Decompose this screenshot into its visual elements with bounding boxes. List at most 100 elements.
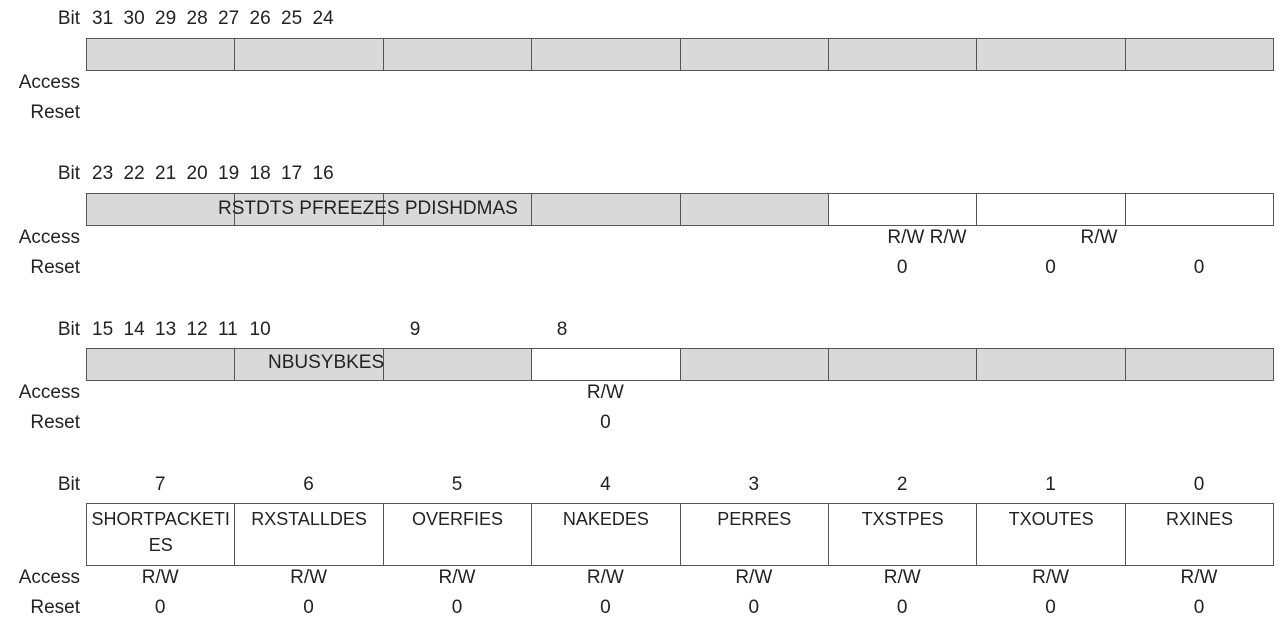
reset-value: 0 [1193, 597, 1205, 618]
bit-number: 13 [155, 319, 177, 340]
field-name: PERRES [717, 509, 792, 529]
access-value: R/W [141, 567, 179, 588]
bit-cell [1124, 503, 1275, 566]
access-value: R/W [1180, 567, 1218, 588]
field-name: NBUSYBKES [268, 352, 385, 373]
field-name: OVERFIES [411, 509, 503, 529]
bit-number: 24 [312, 8, 334, 29]
access-value: R/W [883, 567, 921, 588]
bit-cell [234, 193, 384, 226]
reset-value: 0 [1045, 257, 1056, 278]
bit-number: 11 [218, 319, 238, 340]
access-label: Access [18, 382, 80, 403]
access-value: R/W [735, 567, 773, 588]
bit-cell [234, 38, 384, 71]
bit-cell [679, 38, 829, 71]
bit-cell [531, 193, 681, 226]
access-value: R/W [1080, 227, 1118, 248]
access-value: R/W [438, 567, 476, 588]
bit-cell [531, 348, 681, 381]
access-label: Access [18, 72, 80, 93]
bit-number: 30 [123, 8, 145, 29]
bit-number: 19 [218, 163, 240, 184]
bit-number: 3 [748, 474, 760, 495]
bit-number: 31 [92, 8, 114, 29]
bit-cell [86, 38, 236, 71]
bit-cell [976, 38, 1126, 71]
bit-number: 9 [409, 319, 421, 340]
reset-label: Reset [30, 597, 80, 618]
reset-label: Reset [30, 257, 80, 278]
reset-value: 0 [896, 597, 908, 618]
bit-cell [382, 503, 533, 566]
bit-cell [679, 348, 829, 381]
bit-number: 5 [451, 474, 463, 495]
bit-cell [679, 503, 829, 566]
bit-number: 29 [155, 8, 177, 29]
bit-cell [828, 503, 978, 566]
reset-value: 0 [154, 597, 166, 618]
bit-number: 28 [186, 8, 208, 29]
bit-cell [1124, 193, 1275, 226]
reset-value: 0 [1045, 597, 1056, 618]
bit-number: 0 [1193, 474, 1205, 495]
bit-cell [976, 503, 1126, 566]
bit-number: 18 [249, 163, 271, 184]
access-label: Access [18, 227, 80, 248]
access-value: R/W [290, 567, 328, 588]
bit-cell [828, 348, 978, 381]
bit-number: 27 [218, 8, 240, 29]
field-name: TXSTPES [861, 509, 944, 529]
bit-cell [976, 193, 1126, 226]
bit-cell [531, 38, 681, 71]
bit-label: Bit [57, 163, 80, 184]
reset-label: Reset [30, 102, 80, 123]
bit-number: 26 [249, 8, 271, 29]
field-name: NAKEDES [562, 509, 649, 529]
bit-cell [234, 503, 384, 566]
field-name: RXSTALLDES [251, 509, 367, 529]
bit-cell [1124, 38, 1275, 71]
reset-value: 0 [748, 597, 760, 618]
bit-number: 25 [281, 8, 303, 29]
field-name: RXINES [1165, 509, 1233, 529]
reset-value: 0 [896, 257, 908, 278]
reset-value: 0 [1193, 257, 1205, 278]
field-name: RSTDTS PFREEZES PDISHDMAS [218, 198, 518, 219]
access-value: R/W [586, 382, 624, 403]
bit-number: 14 [123, 319, 145, 340]
bit-number: 21 [155, 163, 177, 184]
bit-cell [679, 193, 829, 226]
bit-number: 23 [92, 163, 114, 184]
bit-number: 8 [556, 319, 568, 340]
bit-label: Bit [57, 8, 80, 29]
bit-cell [382, 348, 533, 381]
field-name: TXOUTES [1008, 509, 1094, 529]
bit-number: 7 [154, 474, 166, 495]
bit-cell [382, 38, 533, 71]
field-name: SHORTPACKETIES [91, 509, 230, 555]
bit-number: 10 [249, 319, 271, 340]
bit-label: Bit [57, 474, 80, 495]
bit-number: 16 [312, 163, 334, 184]
access-value: R/W [586, 567, 624, 588]
bit-number: 20 [186, 163, 208, 184]
reset-value: 0 [451, 597, 463, 618]
access-value: R/W R/W [887, 227, 967, 248]
bit-cell [86, 503, 236, 566]
bit-cell [828, 38, 978, 71]
bit-number: 4 [600, 474, 611, 495]
bit-number: 2 [896, 474, 908, 495]
bit-cell [234, 348, 384, 381]
bit-number: 22 [123, 163, 145, 184]
reset-value: 0 [600, 412, 611, 433]
bit-cell [531, 503, 681, 566]
reset-value: 0 [600, 597, 611, 618]
access-label: Access [18, 567, 80, 588]
bit-number: 1 [1045, 474, 1056, 495]
bit-cell [828, 193, 978, 226]
bit-cell [382, 193, 533, 226]
bit-number: 12 [186, 319, 208, 340]
bit-number: 17 [281, 163, 303, 184]
